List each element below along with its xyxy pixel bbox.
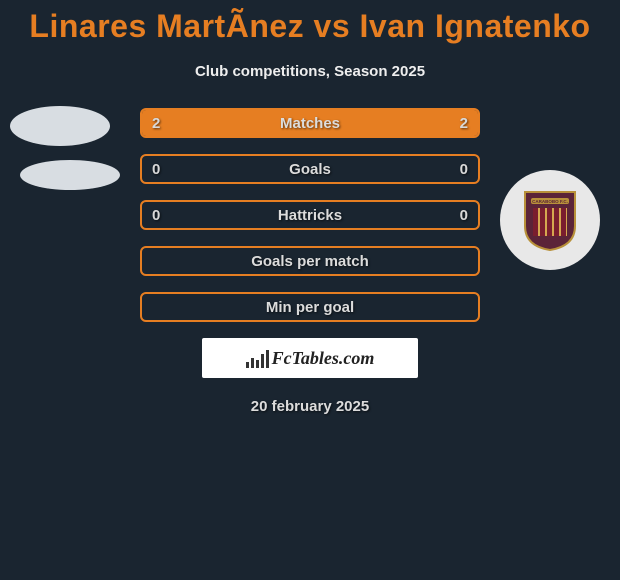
club-crest-icon: CARABOBO F.C. — [523, 188, 577, 252]
stat-value-left: 0 — [152, 207, 160, 224]
stat-row: 2 2 Matches — [140, 108, 480, 138]
comparison-card: Linares MartÃ­nez vs Ivan Ignatenko Club… — [0, 0, 620, 415]
snapshot-date: 20 february 2025 — [0, 398, 620, 415]
svg-text:CARABOBO F.C.: CARABOBO F.C. — [532, 199, 568, 204]
stat-value-right: 2 — [460, 115, 468, 132]
stat-label: Hattricks — [278, 207, 342, 224]
stats-area: CARABOBO F.C. 2 2 Matches 0 0 Goals 0 0 Hattrick… — [0, 108, 620, 415]
player-photo-left — [10, 106, 110, 146]
stat-row: Min per goal — [140, 292, 480, 322]
player-club-right: CARABOBO F.C. — [500, 170, 600, 270]
stat-value-right: 0 — [460, 161, 468, 178]
player-club-left — [20, 160, 120, 190]
stat-value-left: 2 — [152, 115, 160, 132]
subtitle: Club competitions, Season 2025 — [0, 63, 620, 80]
brand-text: FcTables.com — [272, 348, 375, 369]
stat-value-right: 0 — [460, 207, 468, 224]
stat-row: 0 0 Goals — [140, 154, 480, 184]
stat-label: Min per goal — [266, 299, 354, 316]
stat-value-left: 0 — [152, 161, 160, 178]
branding-badge: FcTables.com — [202, 338, 418, 378]
stat-row: 0 0 Hattricks — [140, 200, 480, 230]
stat-label: Goals — [289, 161, 331, 178]
stat-row: Goals per match — [140, 246, 480, 276]
stat-label: Matches — [280, 115, 340, 132]
stat-label: Goals per match — [251, 253, 369, 270]
page-title: Linares MartÃ­nez vs Ivan Ignatenko — [0, 0, 620, 45]
chart-icon — [246, 348, 270, 368]
